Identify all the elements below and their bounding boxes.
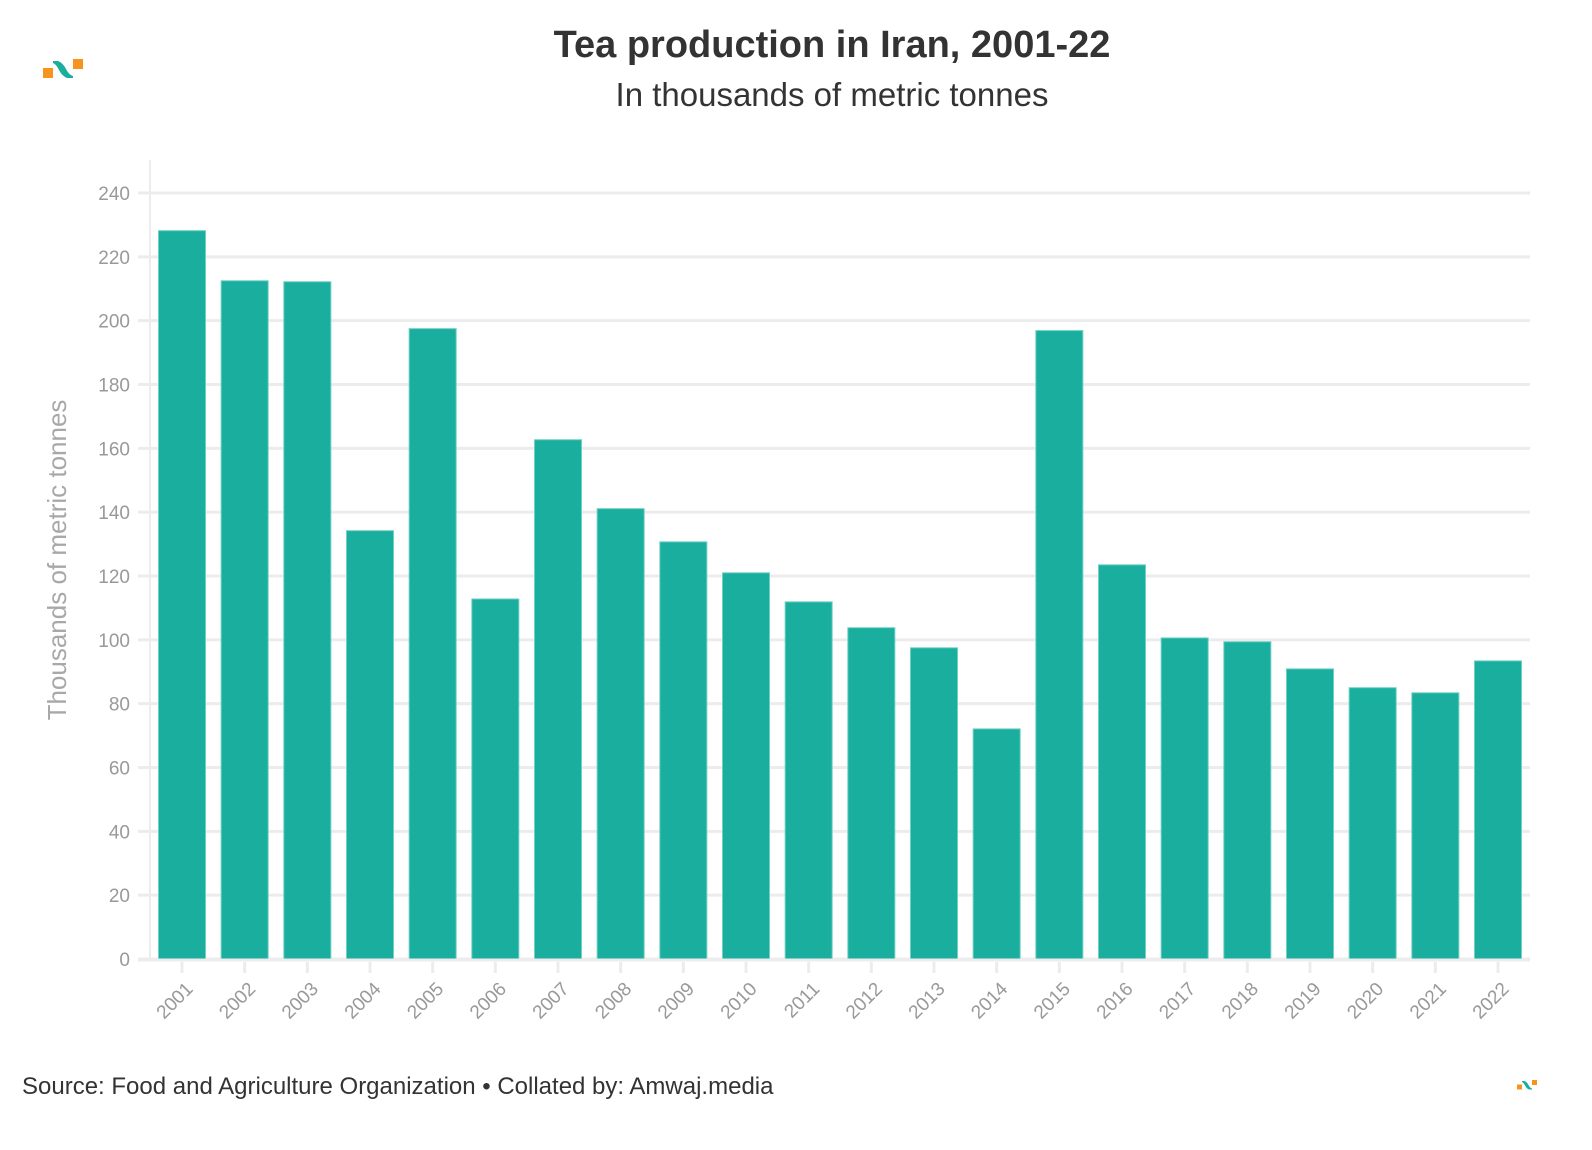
x-tick-label: 2016: [1093, 979, 1138, 1024]
amwaj-logo-small-icon: [1517, 1080, 1537, 1090]
bar-2007[interactable]: [534, 439, 582, 960]
bar-2018[interactable]: [1223, 641, 1272, 960]
bar-2017[interactable]: [1160, 637, 1209, 960]
y-tick-label: 160: [98, 439, 130, 460]
logo-square-left: [43, 68, 53, 78]
bars: [158, 230, 1522, 960]
x-tick-label: 2020: [1343, 979, 1388, 1024]
x-tick-label: 2011: [780, 979, 824, 1023]
x-tick-label: 2009: [654, 979, 699, 1024]
bar-2003[interactable]: [283, 281, 332, 960]
bar-2005[interactable]: [408, 328, 457, 960]
bar-2001[interactable]: [158, 230, 206, 960]
y-tick-labels: 0 20 40 60 80 100 120 140 160 180 200 220 240: [98, 184, 130, 971]
y-tick-label: 0: [119, 950, 130, 971]
chart-title: Tea production in Iran, 2001-22: [553, 24, 1111, 66]
y-tick-label: 220: [98, 248, 130, 269]
bar-2008[interactable]: [596, 508, 645, 960]
x-tick-label: 2007: [529, 979, 574, 1024]
x-tick-label: 2014: [967, 978, 1012, 1023]
y-tick-label: 140: [98, 503, 130, 524]
x-tick-label: 2013: [905, 979, 950, 1024]
bar-2020[interactable]: [1348, 687, 1397, 960]
y-axis-title: Thousands of metric tonnes: [42, 400, 72, 721]
y-tick-label: 120: [98, 567, 130, 588]
x-tick-labels: 2001 2002 2003 2004 2005 2006 2007 2008 2009 2010…: [153, 962, 1514, 1023]
bar-2013[interactable]: [910, 647, 958, 960]
x-tick-label: 2010: [717, 979, 762, 1024]
y-tick-label: 80: [109, 695, 130, 716]
x-tick-label: 2012: [842, 979, 887, 1024]
bar-2011[interactable]: [784, 601, 833, 960]
bar-2010[interactable]: [722, 572, 770, 960]
logo-square-right: [1532, 1080, 1537, 1085]
bar-2012[interactable]: [847, 627, 896, 960]
bar-2006[interactable]: [471, 598, 520, 960]
logo-wave: [53, 61, 73, 78]
x-tick-label: 2002: [215, 979, 260, 1024]
x-tick-label: 2018: [1218, 979, 1263, 1024]
x-tick-label: 2008: [591, 979, 636, 1024]
y-tick-label: 180: [98, 376, 130, 397]
x-tick-label: 2006: [466, 979, 511, 1024]
bar-2021[interactable]: [1411, 692, 1460, 960]
bar-2015[interactable]: [1035, 330, 1084, 960]
bar-2002[interactable]: [220, 280, 269, 960]
bar-2014[interactable]: [972, 728, 1021, 960]
bar-2009[interactable]: [659, 541, 708, 960]
x-tick-label: 2005: [403, 979, 448, 1024]
y-tick-label: 20: [109, 886, 130, 907]
logo-wave: [1522, 1081, 1532, 1090]
bar-2019[interactable]: [1286, 668, 1334, 960]
x-tick-label: 2004: [341, 978, 386, 1023]
bar-2022[interactable]: [1474, 660, 1522, 960]
bar-2004[interactable]: [346, 530, 394, 960]
x-tick-label: 2015: [1030, 979, 1075, 1024]
y-tick-label: 200: [98, 312, 130, 333]
logo-square-right: [73, 59, 83, 69]
logo-square-left: [1517, 1084, 1522, 1090]
x-tick-label: 2021: [1406, 979, 1451, 1024]
bar-2016[interactable]: [1098, 564, 1146, 960]
x-tick-label: 2003: [278, 979, 323, 1024]
y-tick-label: 40: [109, 822, 130, 843]
x-tick-label: 2001: [153, 979, 198, 1024]
y-tick-label: 240: [98, 184, 130, 205]
x-tick-label: 2019: [1281, 979, 1326, 1024]
amwaj-logo-icon: [43, 59, 83, 78]
y-tick-label: 60: [109, 759, 130, 780]
x-tick-label: 2022: [1469, 979, 1514, 1024]
chart-subtitle: In thousands of metric tonnes: [615, 76, 1049, 113]
x-tick-label: 2017: [1155, 979, 1200, 1024]
y-tick-label: 100: [98, 631, 130, 652]
source-footer: Source: Food and Agriculture Organizatio…: [22, 1073, 774, 1100]
